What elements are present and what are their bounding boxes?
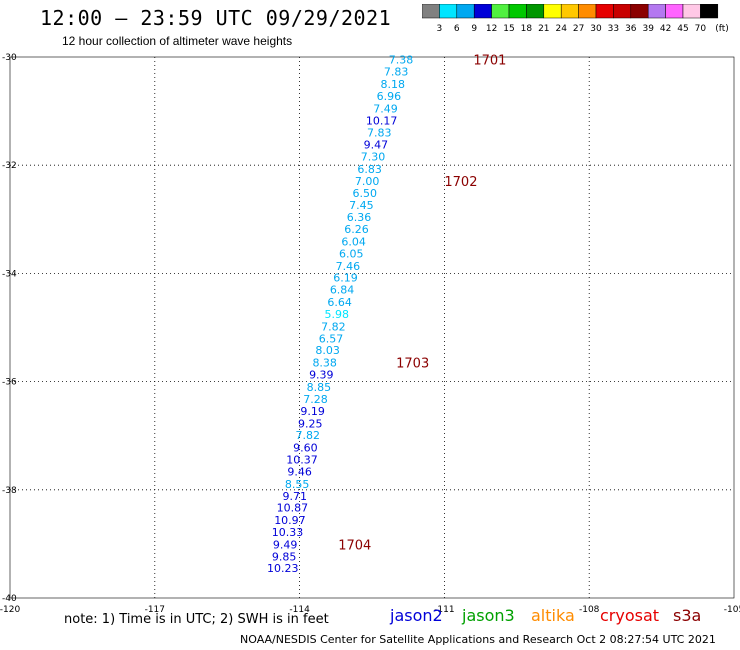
lat-tick-label: -36 — [2, 378, 17, 388]
swh-value-label: 6.96 — [377, 90, 402, 103]
lon-tick-label: -108 — [579, 605, 600, 615]
color-scale-legend: 3 6 9 12 15 18 21 24 27 30 33 36 39 42 45 70 (ft) — [422, 4, 729, 34]
satellite-legend-item: jason3 — [462, 606, 515, 625]
units-note: note: 1) Time is in UTC; 2) SWH is in fe… — [64, 612, 329, 627]
colorbar-tick-label: 24 — [555, 24, 567, 34]
swh-value-label: 7.45 — [349, 199, 374, 212]
swh-value-label: 10.97 — [274, 514, 306, 527]
lat-tick-label: -34 — [2, 269, 17, 279]
swh-value-label: 8.18 — [381, 78, 406, 91]
colorbar-swatch — [700, 4, 719, 19]
swh-value-label: 6.50 — [353, 187, 378, 200]
swh-value-label: 9.85 — [272, 550, 297, 563]
colorbar-tick-label: 70 — [695, 24, 707, 34]
swh-value-label: 7.28 — [303, 393, 328, 406]
swh-value-label: 6.05 — [339, 247, 364, 260]
swh-value-label: 9.39 — [309, 369, 334, 382]
satellite-legend-item: s3a — [673, 606, 702, 625]
swh-value-label: 9.60 — [293, 442, 318, 455]
colorbar-tick-label: 15 — [503, 24, 514, 34]
swh-value-label: 7.49 — [373, 102, 398, 115]
satellite-legend-item: jason2 — [390, 606, 443, 625]
colorbar-tick-label: 27 — [573, 24, 584, 34]
colorbar-tick-label: 30 — [590, 24, 602, 34]
colorbar-tick-label: 42 — [660, 24, 671, 34]
colorbar-tick-label: 39 — [642, 24, 654, 34]
swh-value-label: 10.23 — [267, 562, 299, 575]
colorbar-tick-label: 36 — [625, 24, 637, 34]
time-label: 1704 — [338, 538, 371, 553]
colorbar-tick-label: 33 — [608, 24, 619, 34]
swh-value-label: 7.83 — [384, 66, 409, 79]
swh-value-label: 7.82 — [321, 320, 346, 333]
swh-value-label: 7.83 — [367, 127, 392, 140]
lat-tick-label: -40 — [2, 594, 17, 604]
swh-value-label: 9.49 — [273, 538, 298, 551]
swh-value-label: 6.64 — [327, 296, 352, 309]
swh-value-label: 6.83 — [357, 163, 382, 176]
map-frame — [9, 56, 735, 599]
satellite-legend-item: cryosat — [600, 606, 660, 625]
footer-credit: NOAA/NESDIS Center for Satellite Applica… — [240, 633, 716, 646]
swh-value-label: 6.57 — [319, 332, 344, 345]
colorbar-tick-label: 21 — [538, 24, 549, 34]
time-label: 1703 — [396, 357, 429, 372]
swh-value-label: 5.98 — [325, 308, 350, 321]
swh-value-label: 7.46 — [336, 260, 361, 273]
lat-tick-label: -32 — [2, 161, 17, 171]
swh-value-label: 8.38 — [312, 357, 337, 370]
swh-value-label: 9.25 — [298, 417, 323, 430]
swh-value-label: 6.19 — [333, 272, 358, 285]
swh-value-label: 7.00 — [355, 175, 380, 188]
colorbar-tick-label: 45 — [677, 24, 688, 34]
swh-value-label: 9.19 — [300, 405, 325, 418]
colorbar-tick-label: 12 — [486, 24, 497, 34]
lon-tick-label: -114 — [289, 605, 310, 615]
swh-value-label: 8.85 — [307, 381, 332, 394]
swh-value-label: 10.87 — [277, 502, 309, 515]
swh-value-label: 8.55 — [285, 478, 310, 491]
lat-tick-label: -38 — [2, 486, 17, 496]
time-label: 1702 — [444, 175, 477, 190]
colorbar-unit-label: (ft) — [715, 24, 729, 34]
swh-value-label: 10.33 — [272, 526, 304, 539]
colorbar-tick-label: 9 — [471, 24, 477, 34]
colorbar-tick-label: 6 — [454, 24, 460, 34]
swh-value-label: 9.46 — [287, 465, 312, 478]
swh-value-label: 10.37 — [286, 454, 318, 467]
swh-value-label: 7.82 — [296, 429, 321, 442]
lon-tick-label: -105 — [724, 605, 740, 615]
page-title: 12:00 – 23:59 UTC 09/29/2021 — [40, 6, 392, 30]
swh-value-label: 10.17 — [366, 114, 398, 127]
satellite-legend-item: altika — [531, 606, 575, 625]
time-label: 1701 — [473, 54, 506, 69]
swh-value-label: 6.04 — [341, 235, 366, 248]
swh-value-label: 9.71 — [283, 490, 308, 503]
swh-value-label: 6.84 — [330, 284, 355, 297]
swh-value-label: 7.30 — [361, 151, 386, 164]
colorbar-tick-label: 3 — [437, 24, 443, 34]
swh-value-label: 6.36 — [347, 211, 372, 224]
lat-tick-label: -30 — [2, 53, 17, 63]
swh-value-label: 7.38 — [389, 54, 414, 67]
wave-height-map: -120 -117 -114 -111 -108 -105 -30 -32 -34 -36 -38 -… — [0, 53, 740, 615]
lon-tick-label: -120 — [0, 605, 20, 615]
swh-value-label: 9.47 — [364, 139, 389, 152]
swh-value-label: 8.03 — [315, 344, 340, 357]
lon-tick-label: -111 — [434, 605, 454, 615]
lon-tick-label: -117 — [145, 605, 165, 615]
swh-value-label: 6.26 — [344, 223, 369, 236]
page-subtitle: 12 hour collection of altimeter wave hei… — [62, 34, 293, 48]
colorbar-tick-label: 18 — [521, 24, 533, 34]
